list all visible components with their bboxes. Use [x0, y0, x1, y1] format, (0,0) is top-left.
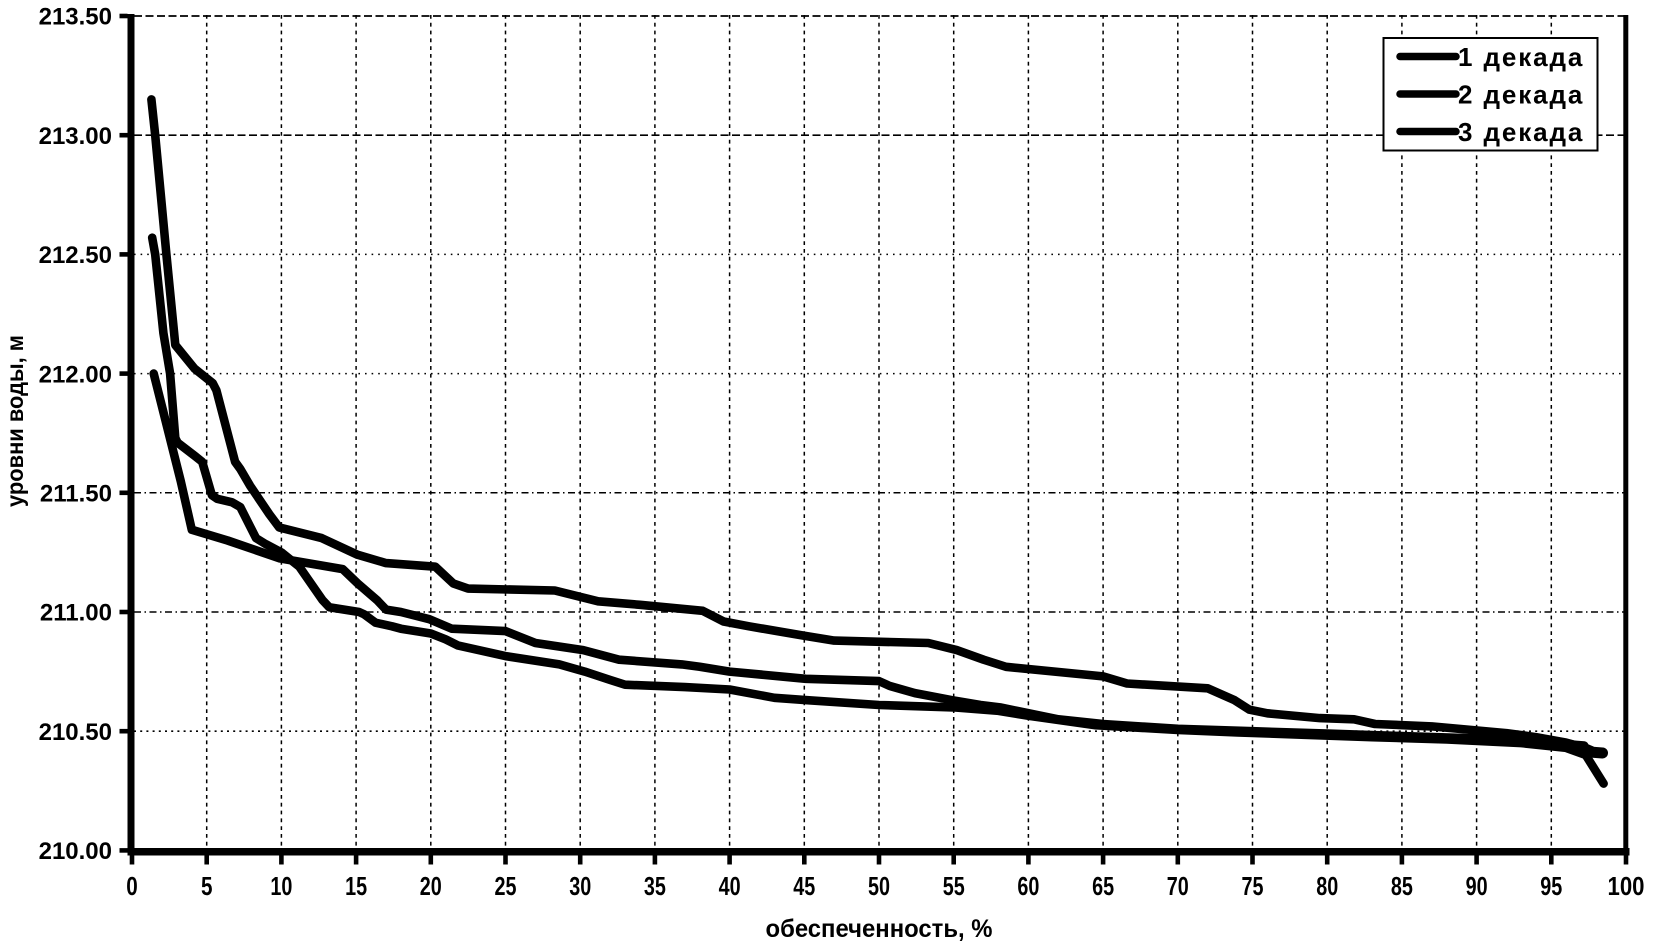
svg-text:20: 20: [420, 871, 442, 901]
svg-text:85: 85: [1391, 871, 1413, 901]
svg-text:0: 0: [126, 871, 138, 901]
svg-text:30: 30: [569, 871, 591, 901]
svg-text:212.00: 212.00: [39, 361, 112, 388]
svg-text:95: 95: [1540, 871, 1562, 901]
svg-text:100: 100: [1608, 871, 1645, 901]
svg-text:45: 45: [793, 871, 815, 901]
svg-text:3 декада: 3 декада: [1458, 117, 1584, 147]
svg-text:35: 35: [644, 871, 666, 901]
svg-text:уровни воды, м: уровни воды, м: [2, 335, 28, 507]
svg-text:75: 75: [1242, 871, 1264, 901]
svg-text:5: 5: [201, 871, 213, 901]
svg-text:2 декада: 2 декада: [1458, 80, 1584, 110]
svg-text:50: 50: [868, 871, 890, 901]
svg-text:обеспеченность, %: обеспеченность, %: [766, 915, 993, 943]
svg-text:210.00: 210.00: [39, 838, 112, 865]
svg-text:65: 65: [1092, 871, 1114, 901]
svg-text:211.50: 211.50: [40, 481, 112, 508]
svg-text:60: 60: [1017, 871, 1039, 901]
svg-text:40: 40: [719, 871, 741, 901]
svg-text:213.00: 213.00: [39, 123, 112, 150]
svg-text:211.00: 211.00: [40, 600, 112, 627]
svg-text:90: 90: [1466, 871, 1488, 901]
svg-text:212.50: 212.50: [39, 242, 112, 269]
svg-text:25: 25: [495, 871, 517, 901]
svg-text:15: 15: [345, 871, 367, 901]
svg-text:70: 70: [1167, 871, 1189, 901]
svg-text:80: 80: [1316, 871, 1338, 901]
svg-text:213.50: 213.50: [39, 4, 112, 31]
svg-text:1 декада: 1 декада: [1458, 42, 1584, 72]
svg-text:210.50: 210.50: [39, 719, 112, 746]
svg-text:55: 55: [943, 871, 965, 901]
svg-text:10: 10: [270, 871, 292, 901]
